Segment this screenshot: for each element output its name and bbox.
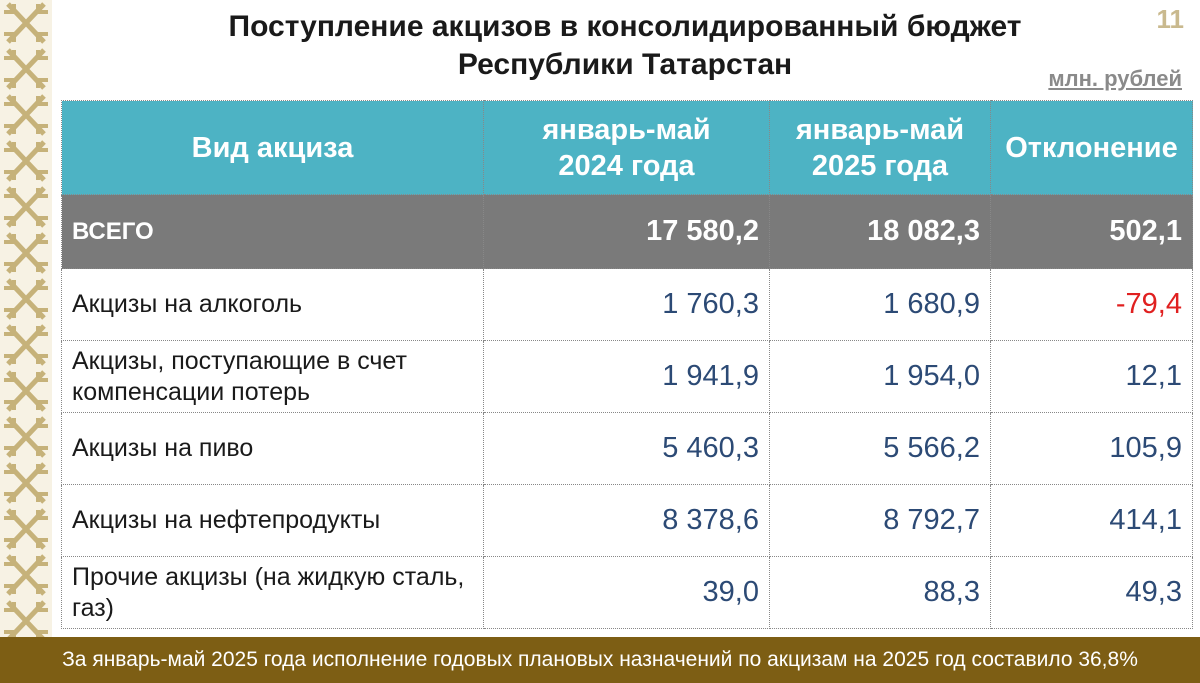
table-row: Прочие акцизы (на жидкую сталь, газ) 39,… [61, 556, 1193, 629]
page-title: Поступление акцизов в консолидированный … [120, 8, 1130, 84]
row-value-2025: 1 680,9 [769, 268, 991, 341]
page-number: 11 [1156, 4, 1185, 34]
title-line-1: Поступление акцизов в консолидированный … [228, 10, 1022, 43]
footer-note: За январь-май 2025 года исполнение годов… [0, 637, 1200, 683]
header-period-2025: январь-май 2025 года [769, 100, 991, 195]
units-label: млн. рублей [1048, 66, 1182, 91]
row-label: Акцизы, поступающие в счет компенсации п… [61, 340, 484, 413]
total-deviation: 502,1 [990, 194, 1193, 269]
header-period-2024-line2: 2024 года [558, 149, 695, 182]
total-label: ВСЕГО [61, 194, 484, 269]
row-label: Прочие акцизы (на жидкую сталь, газ) [61, 556, 484, 629]
excise-table: Вид акциза январь-май 2024 года январь-м… [61, 100, 1193, 629]
row-deviation: -79,4 [990, 268, 1193, 341]
row-deviation: 414,1 [990, 484, 1193, 557]
decorative-border-ornament [0, 0, 52, 637]
total-2024: 17 580,2 [483, 194, 770, 269]
row-value-2025: 1 954,0 [769, 340, 991, 413]
table-row: Акцизы на алкоголь 1 760,3 1 680,9 -79,4 [61, 268, 1193, 341]
row-value-2024: 1 760,3 [483, 268, 770, 341]
row-value-2025: 8 792,7 [769, 484, 991, 557]
row-deviation: 12,1 [990, 340, 1193, 413]
header-period-2025-line1: январь-май [795, 113, 965, 146]
row-value-2025: 5 566,2 [769, 412, 991, 485]
table-row: Акцизы, поступающие в счет компенсации п… [61, 340, 1193, 413]
table-row: Акцизы на пиво 5 460,3 5 566,2 105,9 [61, 412, 1193, 485]
header-excise-type: Вид акциза [61, 100, 484, 195]
table-header-row: Вид акциза январь-май 2024 года январь-м… [61, 100, 1193, 195]
table-row: Акцизы на нефтепродукты 8 378,6 8 792,7 … [61, 484, 1193, 557]
row-value-2024: 5 460,3 [483, 412, 770, 485]
total-row: ВСЕГО 17 580,2 18 082,3 502,1 [61, 194, 1193, 269]
row-value-2024: 8 378,6 [483, 484, 770, 557]
row-deviation: 49,3 [990, 556, 1193, 629]
total-2025: 18 082,3 [769, 194, 991, 269]
header-deviation: Отклонение [990, 100, 1193, 195]
row-value-2024: 1 941,9 [483, 340, 770, 413]
row-label: Акцизы на алкоголь [61, 268, 484, 341]
row-value-2025: 88,3 [769, 556, 991, 629]
header-period-2024-line1: январь-май [542, 113, 711, 146]
title-line-2: Республики Татарстан [457, 48, 793, 81]
row-label: Акцизы на пиво [61, 412, 484, 485]
row-label: Акцизы на нефтепродукты [61, 484, 484, 557]
row-value-2024: 39,0 [483, 556, 770, 629]
row-deviation: 105,9 [990, 412, 1193, 485]
header-period-2024: январь-май 2024 года [483, 100, 770, 195]
header-period-2025-line2: 2025 года [811, 149, 949, 182]
